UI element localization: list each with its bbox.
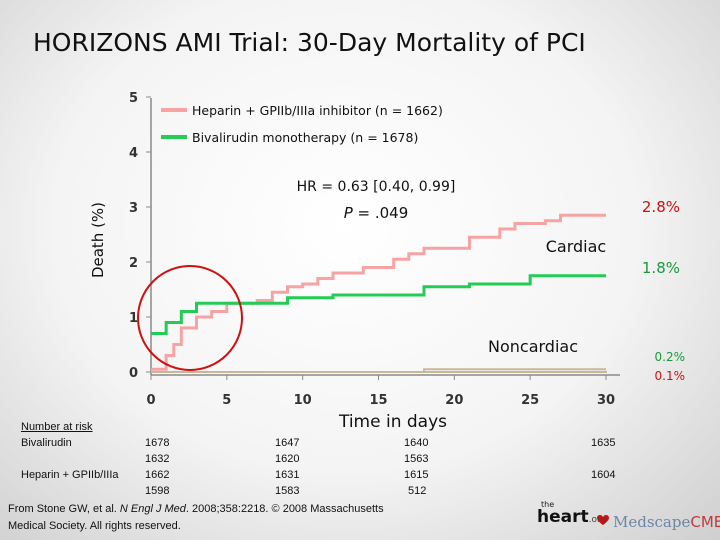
theheart-logo: the heart.org: [537, 500, 607, 527]
x-tick-label: 10: [294, 393, 312, 408]
bivalirudin-end-label: 1.8%: [642, 259, 680, 277]
x-tick-label: 0: [146, 393, 155, 408]
risk-bivalirudin-day0: 1678: [145, 437, 170, 449]
risk-table-heading: Number at risk: [21, 421, 93, 433]
cme-logo-text: CME: [690, 513, 720, 531]
risk-heparin-sub-day20: 512: [408, 485, 427, 497]
citation-line2: Medical Society. All rights reserved.: [8, 520, 181, 532]
risk-bivalirudin-day20: 1640: [404, 437, 429, 449]
legend-label-bivalirudin: Bivalirudin monotherapy (n = 1678): [192, 130, 418, 145]
heparin-cardiac-line: [151, 213, 606, 371]
legend-label-heparin: Heparin + GPIIb/IIIa inhibitor (n = 1662…: [192, 103, 443, 118]
early-divergence-highlight-circle: [137, 265, 243, 371]
risk-heparin-day30: 1604: [591, 469, 616, 481]
x-tick-group: 0 5 10 15 20 25 30: [146, 375, 615, 408]
x-tick-label: 25: [521, 393, 539, 408]
bivalirudin-noncardiac-end-label: 0.2%: [655, 350, 686, 364]
y-tick-label: 1: [129, 311, 138, 326]
heparin-noncardiac-end-label: 0.1%: [655, 369, 686, 383]
risk-bivalirudin-day10: 1647: [275, 437, 300, 449]
risk-heparin-day0: 1662: [145, 469, 170, 481]
series-group: [151, 213, 607, 373]
p-value-label: P = .049: [344, 204, 409, 222]
heparin-end-label: 2.8%: [642, 198, 680, 216]
theheart-logo-small: the: [541, 500, 555, 509]
risk-bivalirudin-sub-day10: 1620: [275, 453, 300, 465]
y-tick-label: 5: [129, 91, 138, 106]
y-axis-label: Death (%): [89, 202, 107, 278]
x-tick-label: 20: [445, 393, 463, 408]
risk-bivalirudin-day30: 1635: [591, 437, 616, 449]
citation: From Stone GW, et al. N Engl J Med. 2008…: [8, 501, 384, 535]
x-tick-label: 30: [597, 393, 615, 408]
citation-part-a: From Stone GW, et al.: [8, 503, 120, 515]
heparin-noncardiac-line: [151, 370, 607, 373]
risk-heparin-day10: 1631: [275, 469, 300, 481]
medscape-logo-text: Medscape: [613, 513, 691, 531]
risk-heparin-sub-day0: 1598: [145, 485, 170, 497]
hazard-ratio-label: HR = 0.63 [0.40, 0.99]: [297, 179, 456, 195]
risk-table-heparin-label: Heparin + GPIIb/IIIa: [21, 469, 119, 481]
y-tick-label: 3: [129, 201, 138, 216]
theheart-logo-suffix: .org: [588, 515, 607, 525]
citation-part-b: . 2008;358:2218. © 2008 Massachusetts: [185, 503, 384, 515]
slide-title: HORIZONS AMI Trial: 30-Day Mortality of …: [33, 28, 586, 57]
x-axis-label: Time in days: [338, 412, 447, 432]
bivalirudin-cardiac-line: [151, 274, 606, 335]
citation-journal: N Engl J Med: [119, 503, 186, 515]
y-tick-label: 2: [129, 256, 138, 271]
risk-heparin-day20: 1615: [404, 469, 429, 481]
noncardiac-label: Noncardiac: [488, 337, 578, 356]
risk-bivalirudin-sub-day20: 1563: [404, 453, 429, 465]
cardiac-label: Cardiac: [546, 237, 606, 256]
x-tick-label: 15: [369, 393, 387, 408]
risk-bivalirudin-sub-day0: 1632: [145, 453, 170, 465]
medscape-cme-logo: MedscapeCME: [613, 513, 720, 531]
y-tick-group: 0 1 2 3 4 5: [129, 91, 151, 381]
x-tick-label: 5: [222, 393, 231, 408]
risk-heparin-sub-day10: 1583: [275, 485, 300, 497]
y-tick-label: 4: [129, 146, 138, 161]
risk-table-bivalirudin-label: Bivalirudin: [21, 437, 72, 449]
y-tick-label: 0: [129, 366, 138, 381]
theheart-logo-main: heart: [537, 507, 589, 527]
heart-logo-icon: [597, 515, 609, 525]
